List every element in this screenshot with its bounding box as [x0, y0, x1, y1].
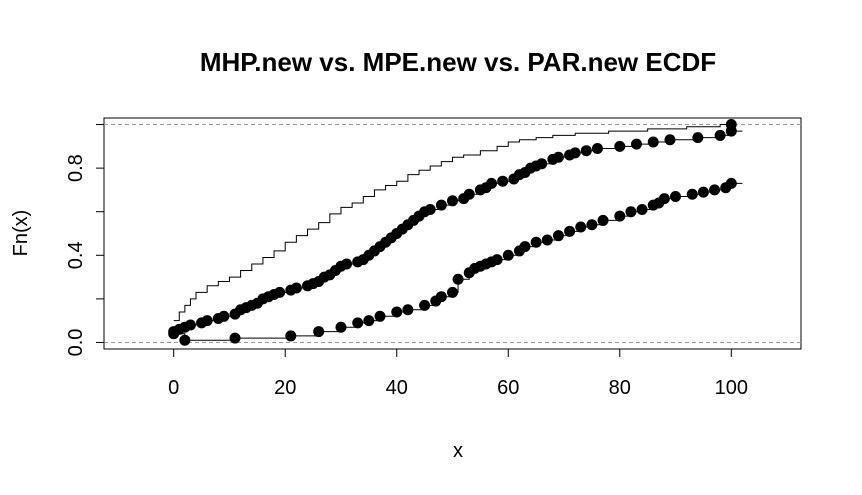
data-point: [541, 234, 553, 246]
data-point: [463, 188, 475, 200]
chart-title: MHP.new vs. MPE.new vs. PAR.new ECDF: [200, 47, 716, 77]
x-tick-label: 80: [609, 377, 631, 399]
data-point: [491, 254, 503, 266]
step-line: [173, 124, 732, 322]
data-point: [435, 199, 447, 211]
data-point: [502, 249, 514, 261]
data-point: [341, 258, 353, 270]
data-point: [374, 310, 386, 322]
data-point: [569, 147, 581, 159]
x-tick-label: 0: [168, 377, 179, 399]
data-point: [597, 214, 609, 226]
data-point: [229, 332, 241, 344]
data-point: [586, 219, 598, 231]
data-point: [335, 321, 347, 333]
data-point: [686, 188, 698, 200]
data-point: [725, 177, 737, 189]
plot-frame: [103, 117, 802, 350]
data-point: [218, 310, 230, 322]
x-axis-label: x: [453, 440, 463, 462]
data-point: [497, 175, 509, 187]
data-point: [614, 210, 626, 222]
data-point: [419, 299, 431, 311]
y-tick-label: 0.0: [65, 329, 87, 357]
data-point: [179, 334, 191, 346]
series-1: [173, 124, 732, 322]
data-point: [402, 304, 414, 316]
data-point: [424, 204, 436, 216]
series-layer: [168, 119, 743, 346]
data-point: [552, 151, 564, 163]
data-point: [636, 204, 648, 216]
data-point: [363, 315, 375, 327]
x-tick-label: 40: [386, 377, 408, 399]
data-point: [575, 221, 587, 233]
data-point: [290, 282, 302, 294]
data-point: [452, 273, 464, 285]
x-axis: 0 20 40 60 80 100: [168, 348, 748, 399]
data-point: [486, 177, 498, 189]
data-point: [201, 315, 213, 327]
data-point: [184, 319, 196, 331]
x-tick-label: 60: [497, 377, 519, 399]
data-point: [591, 143, 603, 155]
y-tick-label: 0.8: [65, 154, 87, 182]
data-point: [658, 193, 670, 205]
data-point: [168, 328, 180, 340]
data-point: [519, 241, 531, 253]
data-point: [285, 330, 297, 342]
data-point: [670, 190, 682, 202]
data-point: [536, 158, 548, 170]
data-point: [552, 230, 564, 242]
data-point: [391, 306, 403, 318]
data-point: [709, 184, 721, 196]
data-point: [435, 291, 447, 303]
data-point: [614, 140, 626, 152]
data-point: [631, 138, 643, 150]
data-point: [530, 236, 542, 248]
data-point: [274, 286, 286, 298]
series-2: [168, 125, 743, 338]
data-point: [647, 136, 659, 148]
y-tick-label: 0.4: [65, 241, 87, 269]
data-point: [697, 186, 709, 198]
y-axis: 0.0 0.4 0.8: [65, 124, 105, 357]
data-point: [714, 129, 726, 141]
x-tick-label: 20: [274, 377, 296, 399]
data-point: [664, 134, 676, 146]
data-point: [580, 145, 592, 157]
x-tick-label: 100: [715, 377, 748, 399]
data-point: [352, 317, 364, 329]
data-point: [313, 326, 325, 338]
y-axis-label: Fn(x): [10, 210, 32, 257]
data-point: [625, 206, 637, 218]
data-point: [447, 286, 458, 298]
series-3: [168, 177, 743, 346]
data-point: [447, 195, 458, 207]
data-point: [725, 119, 737, 131]
data-point: [564, 225, 576, 237]
data-point: [692, 132, 704, 144]
